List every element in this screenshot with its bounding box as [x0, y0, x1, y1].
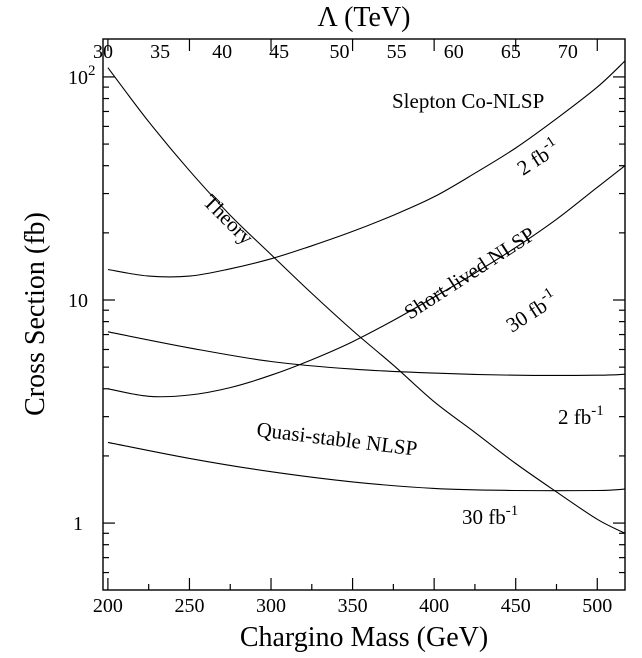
- x-tick-label: 250: [174, 595, 204, 617]
- x-tick-label: 350: [338, 595, 368, 617]
- x-axis-title: Chargino Mass (GeV): [240, 622, 488, 653]
- top-tick-label: 60: [444, 41, 464, 63]
- x-tick-label: 500: [582, 595, 612, 617]
- top-tick-label: 40: [212, 41, 232, 63]
- top-axis-title: Λ (TeV): [317, 2, 410, 33]
- superscript: -1: [537, 285, 556, 305]
- annotation-quasi_lumi_30: 30 fb-1: [462, 503, 518, 529]
- x-tick-label: 450: [501, 595, 531, 617]
- series-curves: [107, 60, 625, 534]
- y-tick-label: 102: [68, 63, 96, 89]
- superscript: -1: [539, 133, 558, 153]
- y-tick-label: 10: [68, 290, 88, 312]
- annotation-slepton_lumi: 2 fb-1: [512, 133, 565, 180]
- top-tick-label: 45: [269, 41, 289, 63]
- axis-tick-labels: 200 250 300 350 400 450 500 30 35 40 45 50 55 60 65 70 1…: [68, 41, 612, 617]
- annotation-slepton: Slepton Co-NLSP: [392, 89, 544, 113]
- top-tick-label: 65: [501, 41, 521, 63]
- annotation-theory: Theory: [198, 190, 258, 250]
- annotation-quasi: Quasi-stable NLSP: [255, 417, 418, 461]
- x-tick-label: 200: [93, 595, 123, 617]
- series-line: [107, 331, 625, 376]
- annotation-shortlived_lumi: 30 fb-1: [501, 285, 562, 337]
- series-line: [107, 165, 625, 398]
- top-tick-label: 55: [387, 41, 407, 63]
- superscript: 2: [88, 63, 96, 79]
- top-tick-label: 50: [330, 41, 350, 63]
- superscript: -1: [591, 403, 604, 419]
- x-tick-label: 400: [419, 595, 449, 617]
- superscript: -1: [506, 503, 519, 519]
- plot-frame: [102, 38, 626, 591]
- top-tick-label: 35: [150, 41, 170, 63]
- series-line: [107, 60, 625, 278]
- top-tick-label: 70: [558, 41, 578, 63]
- axis-ticks: [103, 39, 625, 590]
- x-tick-label: 300: [256, 595, 286, 617]
- series-line: [107, 67, 625, 534]
- y-tick-label: 1: [73, 513, 83, 535]
- annotation-quasi_lumi_2: 2 fb-1: [558, 403, 604, 429]
- y-axis-title: Cross Section (fb): [20, 212, 51, 416]
- top-tick-label: 30: [93, 41, 113, 63]
- series-line: [107, 441, 625, 492]
